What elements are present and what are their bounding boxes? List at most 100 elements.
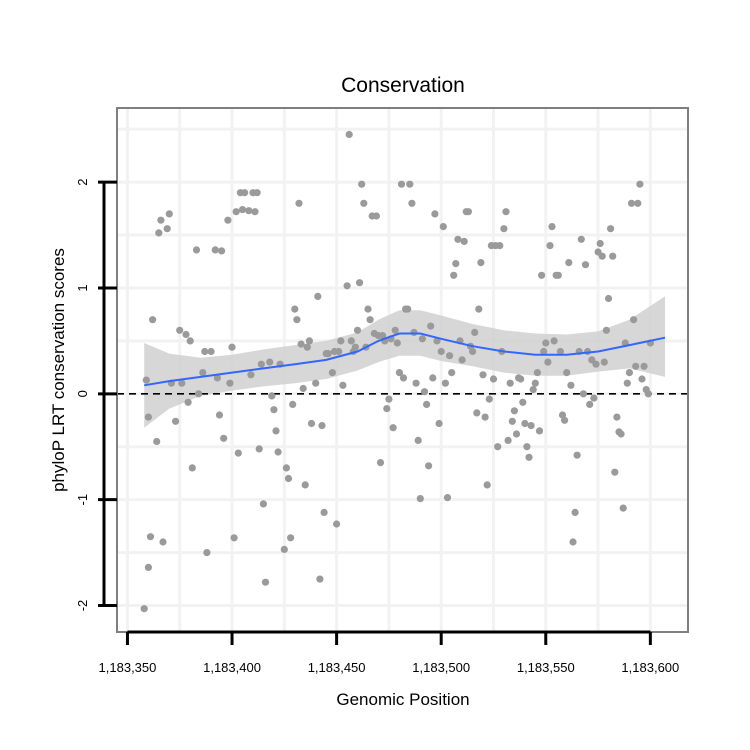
x-tick-label: 1,183,550	[517, 660, 575, 675]
data-point	[504, 436, 512, 444]
data-point	[500, 225, 508, 233]
y-tick-label: 2	[75, 178, 90, 185]
data-point	[397, 180, 406, 188]
data-point	[406, 180, 414, 188]
data-point	[241, 189, 249, 197]
data-point	[567, 381, 575, 389]
data-point	[228, 343, 236, 351]
data-point	[320, 508, 328, 516]
data-point	[625, 369, 634, 377]
data-point	[201, 347, 209, 356]
data-point	[226, 379, 234, 387]
data-point	[293, 316, 301, 324]
data-point	[215, 411, 224, 419]
x-tick-label: 1,183,600	[621, 660, 679, 675]
data-point	[408, 199, 416, 207]
data-point	[611, 468, 619, 476]
data-point	[261, 578, 270, 586]
x-tick-label: 1,183,350	[99, 660, 157, 675]
data-point	[303, 343, 311, 351]
data-point	[268, 392, 276, 400]
data-point	[157, 216, 165, 224]
chart-title: Conservation	[341, 74, 465, 97]
data-point	[312, 379, 320, 387]
data-point	[393, 339, 401, 347]
data-point	[590, 394, 598, 402]
data-point	[632, 362, 640, 370]
data-point	[351, 343, 359, 351]
data-point	[376, 459, 385, 467]
y-tick-label: 1	[75, 284, 90, 291]
data-point	[184, 398, 192, 406]
data-point	[483, 481, 491, 489]
y-axis: -2 -1 0 1 2	[75, 178, 117, 611]
data-point	[538, 271, 546, 279]
data-point	[232, 208, 240, 216]
data-point	[404, 305, 412, 313]
data-point	[213, 374, 221, 382]
data-point	[224, 216, 232, 224]
data-point	[410, 328, 418, 336]
data-point	[358, 180, 366, 188]
data-point	[527, 422, 535, 430]
data-point	[391, 326, 399, 334]
data-point	[506, 379, 514, 387]
data-point	[142, 376, 150, 384]
data-point	[149, 316, 157, 324]
data-point	[266, 358, 274, 366]
data-point	[519, 398, 527, 406]
data-point	[385, 395, 393, 403]
data-point	[282, 464, 290, 472]
data-point	[508, 417, 516, 425]
data-point	[172, 417, 180, 425]
data-point	[561, 416, 569, 424]
data-point	[192, 246, 201, 254]
data-point	[596, 239, 604, 248]
x-axis-label: Genomic Position	[336, 690, 469, 709]
data-point	[619, 504, 627, 512]
data-point	[287, 534, 295, 542]
data-point	[573, 451, 581, 459]
data-point	[188, 464, 196, 472]
data-point	[199, 369, 207, 377]
data-point	[623, 379, 631, 387]
data-point	[274, 448, 282, 456]
data-point	[556, 347, 565, 356]
data-point	[477, 259, 485, 267]
data-point	[542, 339, 550, 347]
data-point	[259, 500, 267, 508]
data-point	[525, 453, 533, 461]
data-point	[159, 538, 167, 546]
data-point	[182, 330, 190, 339]
data-point	[165, 210, 173, 218]
data-point	[295, 199, 303, 207]
data-point	[546, 242, 554, 250]
data-point	[494, 443, 502, 451]
data-point	[291, 305, 299, 313]
y-tick-label: -1	[75, 494, 90, 506]
data-point	[245, 207, 253, 215]
data-point	[510, 407, 518, 415]
data-point	[464, 208, 472, 216]
x-axis: 1,183,350 1,183,400 1,183,450 1,183,500 1,18…	[99, 630, 679, 675]
data-point	[469, 347, 477, 356]
data-point	[305, 337, 313, 345]
data-point	[364, 305, 372, 313]
data-point	[602, 326, 611, 334]
data-point	[337, 337, 345, 345]
data-point	[272, 427, 280, 435]
data-point	[429, 374, 437, 382]
data-point	[360, 199, 368, 207]
data-point	[414, 436, 422, 444]
data-point	[496, 242, 504, 250]
data-point	[523, 443, 531, 451]
data-point	[195, 390, 203, 398]
data-point	[427, 322, 435, 330]
data-point	[630, 316, 638, 324]
data-point	[489, 375, 498, 383]
data-point	[502, 208, 510, 216]
data-point	[412, 379, 420, 387]
x-tick-label: 1,183,400	[203, 660, 261, 675]
data-point	[186, 337, 194, 345]
data-point	[297, 340, 305, 348]
